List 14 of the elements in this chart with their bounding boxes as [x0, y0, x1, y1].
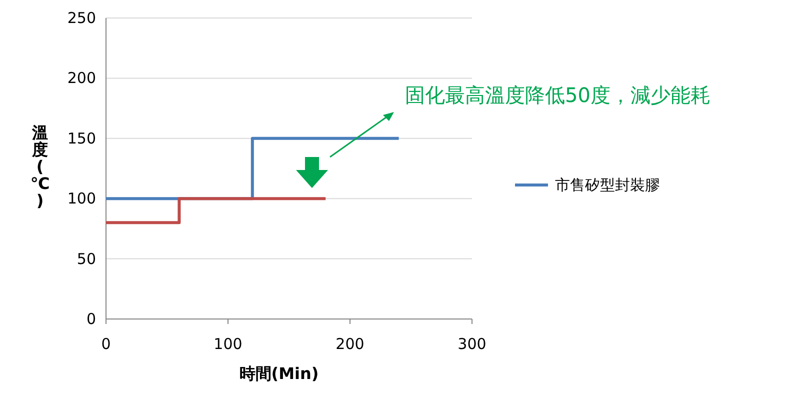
x-tick-label: 100: [214, 335, 242, 353]
y-tick-label: 150: [67, 129, 96, 148]
y-tick-label: 0: [86, 310, 96, 328]
x-tick-label: 300: [458, 335, 486, 353]
y-tick-label: 200: [67, 69, 96, 88]
annotation: 固化最高溫度降低50度，減少能耗: [405, 83, 710, 107]
x-axis-title: 時間(Min): [239, 364, 319, 383]
y-tick-label: 50: [76, 250, 96, 268]
x-tick-label: 0: [101, 335, 111, 353]
y-tick-label: 250: [67, 9, 96, 27]
x-tick-label: 200: [336, 335, 364, 353]
legend-label: 市售矽型封裝膠: [555, 176, 660, 194]
y-tick-label: 100: [67, 190, 96, 208]
y-axis-title: 溫度(℃): [30, 123, 50, 210]
